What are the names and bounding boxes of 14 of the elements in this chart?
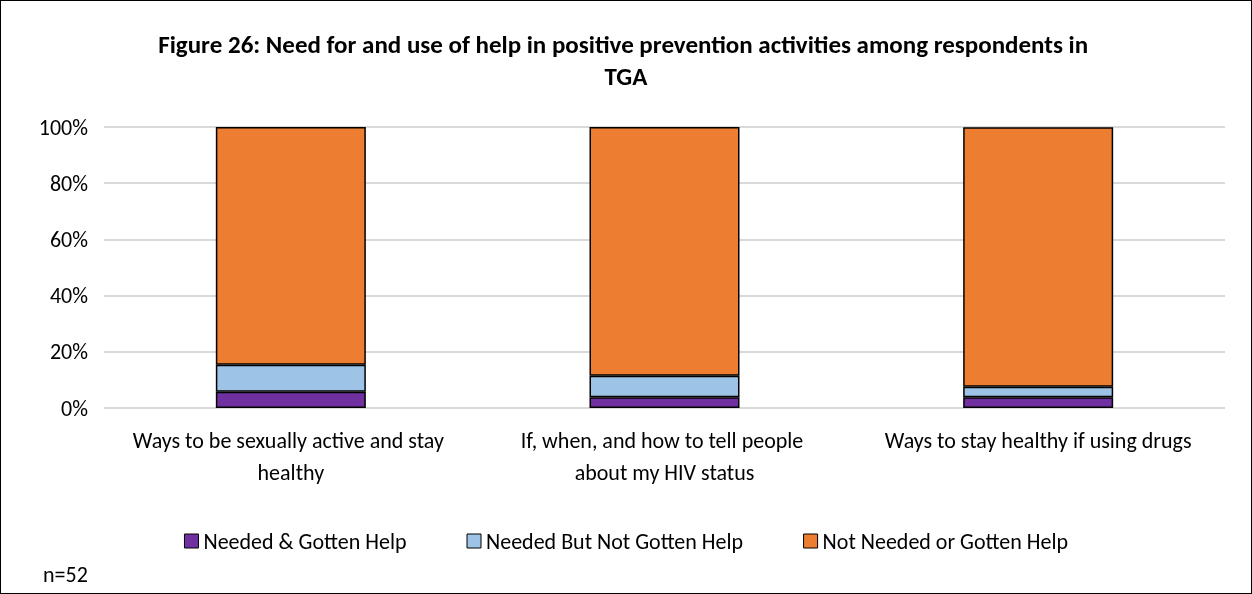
legend-label: Not Needed or Gotten Help	[822, 527, 1069, 555]
y-tick-label: 60%	[49, 225, 89, 253]
text: n=52	[43, 560, 88, 588]
y-tick-label: 40%	[49, 282, 89, 310]
legend-label: Needed But Not Gotten Help	[486, 527, 744, 555]
x-tick-label: Ways to be sexually active and stay healthy	[132, 426, 449, 486]
y-tick-label: 100%	[38, 113, 89, 141]
y-tick-label: 0%	[61, 394, 89, 422]
x-tick-label: Ways to stay healthy if using drugs	[884, 426, 1192, 454]
y-tick-label: 20%	[49, 338, 89, 366]
y-tick-label: 80%	[49, 169, 89, 197]
legend-label: Needed & Gotten Help	[203, 527, 407, 555]
chart-title: Figure 26: Need for and use of help in positive prevention activities among respondents in TGA	[158, 28, 1094, 92]
x-tick-label: If, when, and how to tell people about my HIV status	[520, 426, 809, 486]
